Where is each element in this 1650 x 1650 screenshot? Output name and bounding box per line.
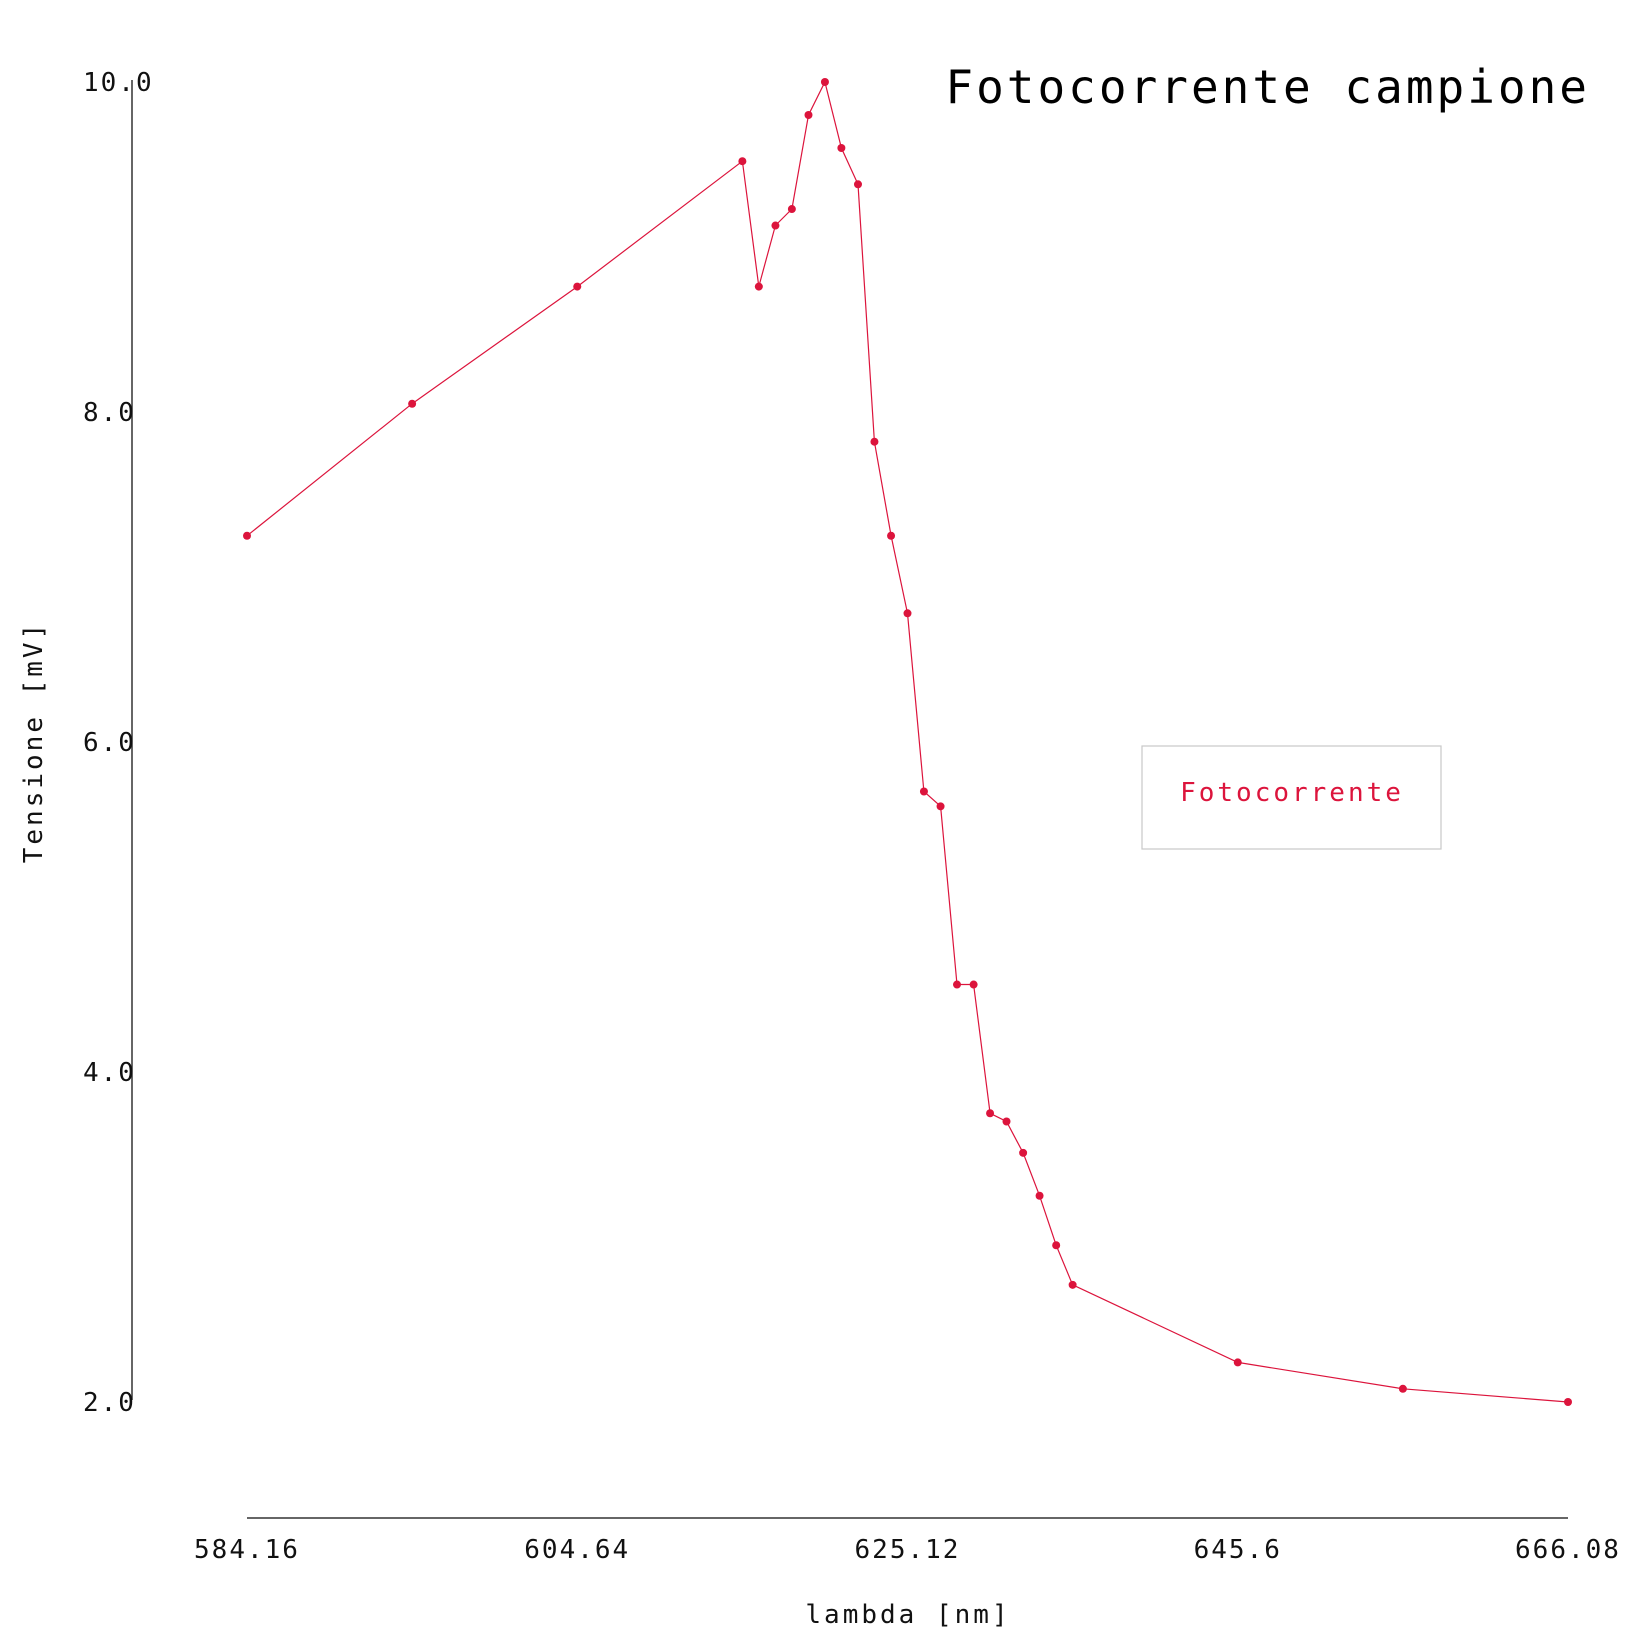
data-point — [787, 205, 796, 214]
y-tick-label: 8.0 — [83, 398, 136, 428]
data-point — [771, 221, 780, 230]
data-point — [738, 157, 747, 166]
y-tick-label: 10.0 — [83, 68, 154, 98]
data-point — [754, 282, 763, 291]
x-tick-label: 666.08 — [1515, 1535, 1621, 1565]
series-points — [243, 78, 1572, 1406]
legend: Fotocorrente — [1141, 745, 1442, 850]
data-point — [870, 437, 879, 446]
data-point — [820, 78, 829, 86]
data-point — [1398, 1384, 1407, 1393]
data-point — [1233, 1358, 1242, 1367]
legend-box — [1141, 745, 1442, 850]
data-point — [408, 399, 417, 408]
y-tick-label: 2.0 — [83, 1388, 136, 1418]
data-point — [903, 609, 912, 618]
legend-label: Fotocorrente — [1180, 778, 1404, 808]
data-point — [1564, 1398, 1572, 1406]
chart-title: Fotocorrente campione — [945, 60, 1590, 114]
x-tick-labels: 584.16 604.64 625.12 645.6 666.08 — [194, 1535, 1621, 1565]
data-point — [936, 802, 945, 811]
y-tick-label: 6.0 — [83, 728, 136, 758]
y-tick-labels: 2.0 4.0 6.0 8.0 10.0 — [83, 68, 154, 1418]
data-point — [243, 531, 251, 540]
data-point — [887, 531, 896, 540]
y-axis-label: Tensione [mV] — [19, 621, 49, 864]
x-tick-label: 604.64 — [524, 1535, 630, 1565]
data-point — [1068, 1280, 1077, 1289]
data-point — [837, 144, 846, 152]
y-tick-label: 4.0 — [83, 1058, 136, 1088]
data-point — [1019, 1148, 1028, 1157]
x-tick-label: 625.12 — [855, 1535, 961, 1565]
data-point — [853, 180, 862, 189]
data-point — [953, 980, 962, 989]
data-point — [919, 787, 928, 796]
data-point — [1035, 1191, 1044, 1200]
x-tick-label: 584.16 — [194, 1535, 300, 1565]
x-axis-label: lambda [nm] — [805, 1600, 1010, 1630]
data-point — [1002, 1117, 1011, 1126]
x-tick-label: 645.6 — [1194, 1535, 1282, 1565]
data-point — [969, 980, 978, 989]
data-point — [804, 111, 813, 119]
series-line — [246, 80, 1569, 1403]
data-point — [986, 1109, 995, 1118]
data-point — [573, 282, 582, 291]
data-point — [1052, 1241, 1061, 1250]
